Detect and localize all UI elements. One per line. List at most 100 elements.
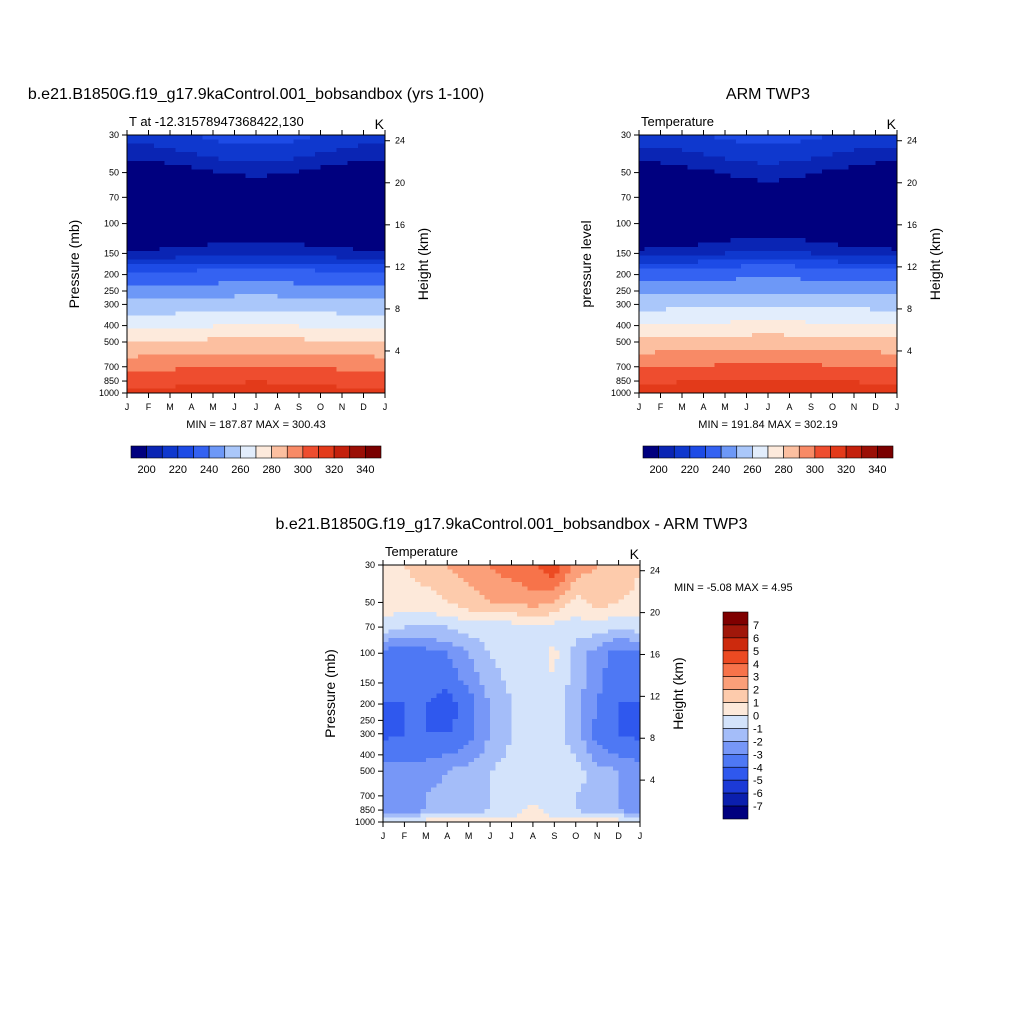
heatmap-cell (864, 268, 871, 274)
heatmap-cell (698, 173, 705, 179)
heatmap-cell (170, 216, 176, 222)
heatmap-cell (234, 315, 241, 321)
heatmap-cell (816, 285, 823, 291)
heatmap-cell (320, 289, 327, 295)
heatmap-cell (358, 169, 365, 175)
heatmap-cell (735, 264, 742, 269)
heatmap-cell (170, 384, 176, 390)
heatmap-cell (805, 276, 812, 282)
heatmap-cell (854, 190, 860, 196)
heatmap-cell (768, 143, 774, 149)
heatmap-cell (159, 221, 166, 226)
heatmap-cell (336, 233, 343, 239)
heatmap-cell (703, 246, 710, 252)
heatmap-cell (250, 388, 257, 394)
heatmap-cell (644, 221, 651, 226)
heatmap-cell (374, 190, 381, 196)
heatmap-cell (848, 147, 855, 153)
heatmap-cell (272, 311, 279, 317)
heatmap-cell (282, 135, 289, 140)
heatmap-cell (725, 251, 731, 256)
heatmap-cell (325, 221, 332, 226)
heatmap-cell (859, 160, 866, 166)
heatmap-cell (352, 388, 359, 394)
heatmap-cell (309, 307, 316, 312)
heatmap-cell (218, 289, 225, 295)
heatmap-cell (854, 182, 860, 188)
heatmap-cell (186, 160, 193, 166)
heatmap-cell (153, 388, 160, 394)
heatmap-cell (309, 362, 316, 368)
heatmap-cell (256, 276, 262, 282)
heatmap-cell (331, 289, 338, 295)
heatmap-cell (245, 264, 252, 269)
heatmap-cell (714, 229, 721, 235)
heatmap-cell (368, 221, 375, 226)
heatmap-cell (735, 238, 742, 244)
heatmap-cell (229, 264, 236, 269)
heatmap-cell (848, 311, 855, 317)
heatmap-cell (880, 216, 887, 222)
heatmap-cell (282, 367, 289, 373)
heatmap-cell (832, 272, 839, 278)
heatmap-cell (827, 199, 834, 205)
heatmap-cell (676, 272, 683, 278)
heatmap-cell (175, 315, 182, 321)
heatmap-cell (175, 384, 182, 390)
heatmap-cell (665, 212, 672, 218)
heatmap-cell (153, 147, 160, 153)
heatmap-cell (682, 233, 688, 239)
heatmap-cell (746, 242, 753, 248)
heatmap-cell (768, 246, 774, 252)
heatmap-cell (789, 307, 796, 312)
heatmap-cell (639, 147, 645, 153)
heatmap-cell (336, 285, 343, 291)
heatmap-cell (374, 212, 381, 218)
heatmap-cell (821, 216, 828, 222)
heatmap-cell (293, 384, 300, 390)
heatmap-cell (358, 199, 365, 205)
heatmap-cell (778, 238, 785, 244)
heatmap-cell (735, 178, 742, 183)
heatmap-cell (191, 315, 198, 321)
heatmap-cell (875, 160, 882, 166)
heatmap-cell (127, 345, 133, 351)
heatmap-cell (692, 285, 699, 291)
heatmap-cell (363, 143, 370, 149)
heatmap-cell (886, 238, 893, 244)
heatmap-cell (304, 246, 311, 252)
heatmap-cell (191, 186, 198, 192)
heatmap-cell (816, 216, 823, 222)
heatmap-cell (234, 311, 241, 317)
heatmap-cell (757, 285, 764, 291)
heatmap-cell (859, 229, 866, 235)
heatmap-cell (843, 156, 850, 162)
heatmap-cell (336, 182, 343, 188)
heatmap-cell (805, 195, 812, 201)
heatmap-cell (768, 173, 774, 179)
heatmap-cell (891, 276, 898, 282)
heatmap-cell (379, 268, 386, 274)
heatmap-cell (266, 268, 273, 274)
heatmap-cell (816, 190, 823, 196)
heatmap-cell (687, 298, 694, 304)
heatmap-cell (644, 311, 651, 317)
heatmap-cell (315, 242, 322, 248)
heatmap-cell (127, 199, 133, 205)
heatmap-cell (870, 216, 877, 222)
heatmap-cell (751, 208, 758, 213)
heatmap-cell (143, 328, 150, 334)
heatmap-cell (698, 294, 705, 299)
heatmap-cell (665, 315, 672, 321)
heatmap-cell (870, 307, 877, 312)
heatmap-cell (266, 384, 273, 390)
heatmap-cell (655, 289, 662, 295)
heatmap-cell (143, 186, 150, 192)
heatmap-cell (639, 238, 645, 244)
heatmap-cell (261, 208, 268, 213)
heatmap-cell (202, 315, 209, 321)
heatmap-cell (288, 302, 295, 308)
heatmap-cell (315, 380, 322, 385)
heatmap-cell (277, 388, 284, 394)
heatmap-cell (735, 216, 742, 222)
